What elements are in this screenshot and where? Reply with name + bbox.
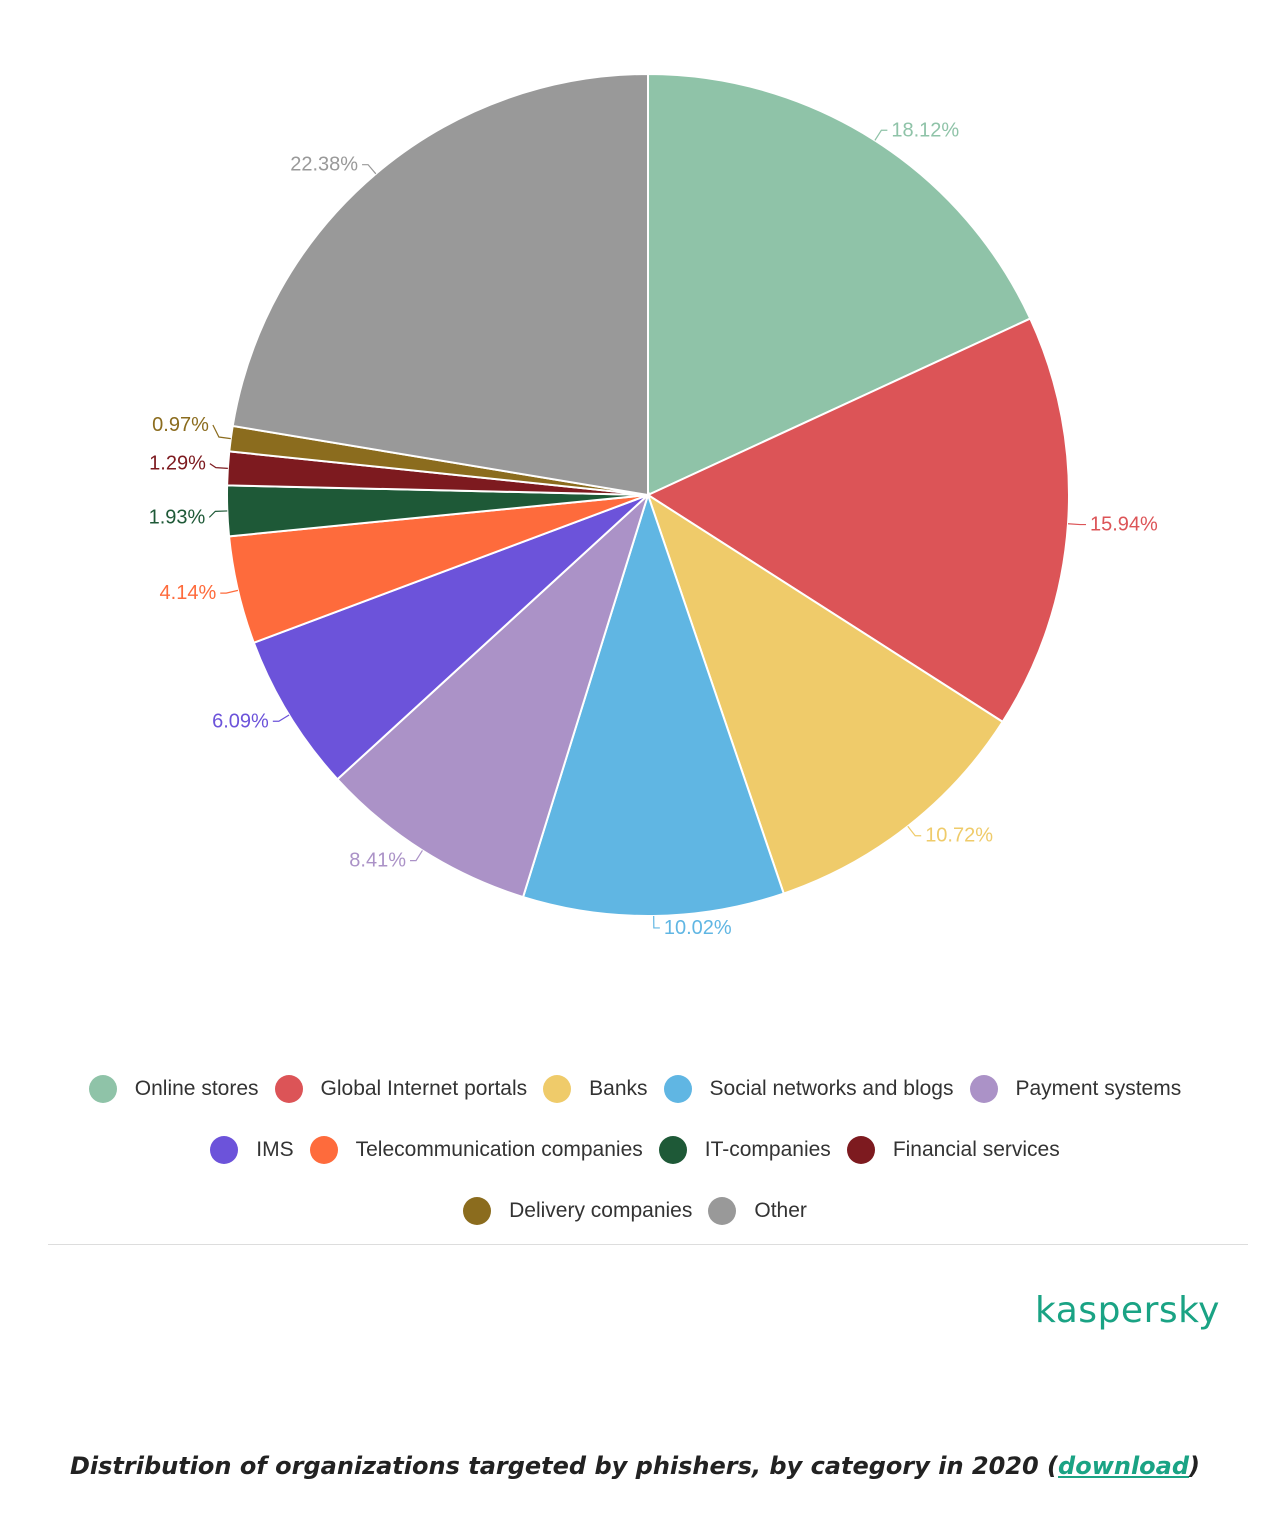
legend-item-financial-services[interactable]: Financial services (846, 1135, 1060, 1164)
legend-row: Online stores Global Internet portals Bank… (0, 1058, 1270, 1119)
legend-label: Social networks and blogs (709, 1076, 954, 1100)
caption-end: ) (1189, 1452, 1201, 1480)
leader-line-ims (272, 714, 290, 722)
pie-chart: 18.12% 15.94% 10.72% 10.02% 8.41% 6.09% 4.14% 1… (149, 72, 1158, 939)
legend-item-telecommunication-companies[interactable]: Telecommunication companies (309, 1135, 643, 1164)
leader-line-telecommunication-companies (220, 589, 239, 594)
legend-label: Other (754, 1198, 807, 1222)
legend-dot (88, 1074, 117, 1103)
leader-line-banks (907, 825, 922, 837)
leader-line-financial-services (209, 463, 228, 469)
pie-slice-other[interactable] (231, 72, 649, 497)
data-label-delivery-companies: 0.97% (152, 414, 209, 436)
leader-line-other (362, 164, 377, 175)
legend-dot (969, 1074, 998, 1103)
legend-item-payment-systems[interactable]: Payment systems (969, 1074, 1182, 1103)
legend-row: IMS Telecommunication companies IT-compani… (0, 1119, 1270, 1180)
legend-label: Global Internet portals (320, 1076, 528, 1100)
leader-line-global-internet-portals (1067, 523, 1086, 526)
leader-line-it-companies (208, 510, 228, 518)
data-label-payment-systems: 8.41% (349, 850, 406, 872)
pie-slice-ims[interactable] (252, 494, 649, 781)
legend-item-it-companies[interactable]: IT-companies (658, 1135, 831, 1164)
data-label-it-companies: 1.93% (149, 506, 206, 528)
data-label-ims: 6.09% (212, 710, 269, 732)
data-label-global-internet-portals: 15.94% (1090, 514, 1158, 536)
legend-label: Financial services (892, 1137, 1060, 1161)
data-label-social-networks-and-blogs: 10.02% (664, 917, 732, 939)
legend-dot (658, 1135, 687, 1164)
legend-item-global-internet-portals[interactable]: Global Internet portals (274, 1074, 528, 1103)
legend-dot (846, 1135, 875, 1164)
chart-legend: Online stores Global Internet portals Bank… (0, 1058, 1270, 1241)
chart-caption: Distribution of organizations targeted b… (0, 1452, 1270, 1480)
download-link[interactable]: download (1058, 1452, 1190, 1480)
leader-line-delivery-companies (212, 424, 231, 440)
legend-item-online-stores[interactable]: Online stores (88, 1074, 259, 1103)
legend-label: Payment systems (1015, 1076, 1182, 1100)
legend-dot (274, 1074, 303, 1103)
divider (48, 1244, 1248, 1245)
legend-label: IT-companies (704, 1137, 831, 1161)
pie-slice-payment-systems[interactable] (336, 491, 651, 899)
legend-dot (663, 1074, 692, 1103)
legend-dot (309, 1135, 338, 1164)
data-label-telecommunication-companies: 4.14% (160, 582, 217, 604)
pie-slice-global-internet-portals[interactable] (645, 317, 1070, 724)
legend-item-banks[interactable]: Banks (543, 1074, 648, 1103)
legend-label: IMS (256, 1137, 294, 1161)
data-label-other: 22.38% (290, 154, 358, 176)
legend-row: Delivery companies Other (0, 1180, 1270, 1241)
data-label-financial-services: 1.29% (149, 453, 206, 475)
legend-item-social-networks-and-blogs[interactable]: Social networks and blogs (663, 1074, 954, 1103)
leader-line-payment-systems (410, 850, 423, 862)
caption-text: Distribution of organizations targeted b… (69, 1452, 1059, 1480)
kaspersky-logo: kaspersky (1035, 1290, 1220, 1331)
pie-slice-banks[interactable] (646, 492, 1005, 895)
pie-slice-online-stores[interactable] (647, 72, 1032, 497)
leader-line-online-stores (874, 129, 888, 141)
legend-label: Delivery companies (509, 1198, 693, 1222)
legend-dot (708, 1196, 737, 1225)
legend-dot (543, 1074, 572, 1103)
legend-label: Online stores (134, 1076, 259, 1100)
legend-dot (463, 1196, 492, 1225)
pie-slice-social-networks-and-blogs[interactable] (521, 491, 785, 917)
data-label-banks: 10.72% (925, 825, 993, 847)
leader-line-social-networks-and-blogs (653, 915, 660, 929)
legend-dot (210, 1135, 239, 1164)
legend-label: Telecommunication companies (355, 1137, 643, 1161)
data-label-online-stores: 18.12% (891, 119, 959, 141)
legend-item-delivery-companies[interactable]: Delivery companies (463, 1196, 693, 1225)
legend-label: Banks (589, 1076, 648, 1100)
legend-item-other[interactable]: Other (708, 1196, 807, 1225)
legend-item-ims[interactable]: IMS (210, 1135, 294, 1164)
